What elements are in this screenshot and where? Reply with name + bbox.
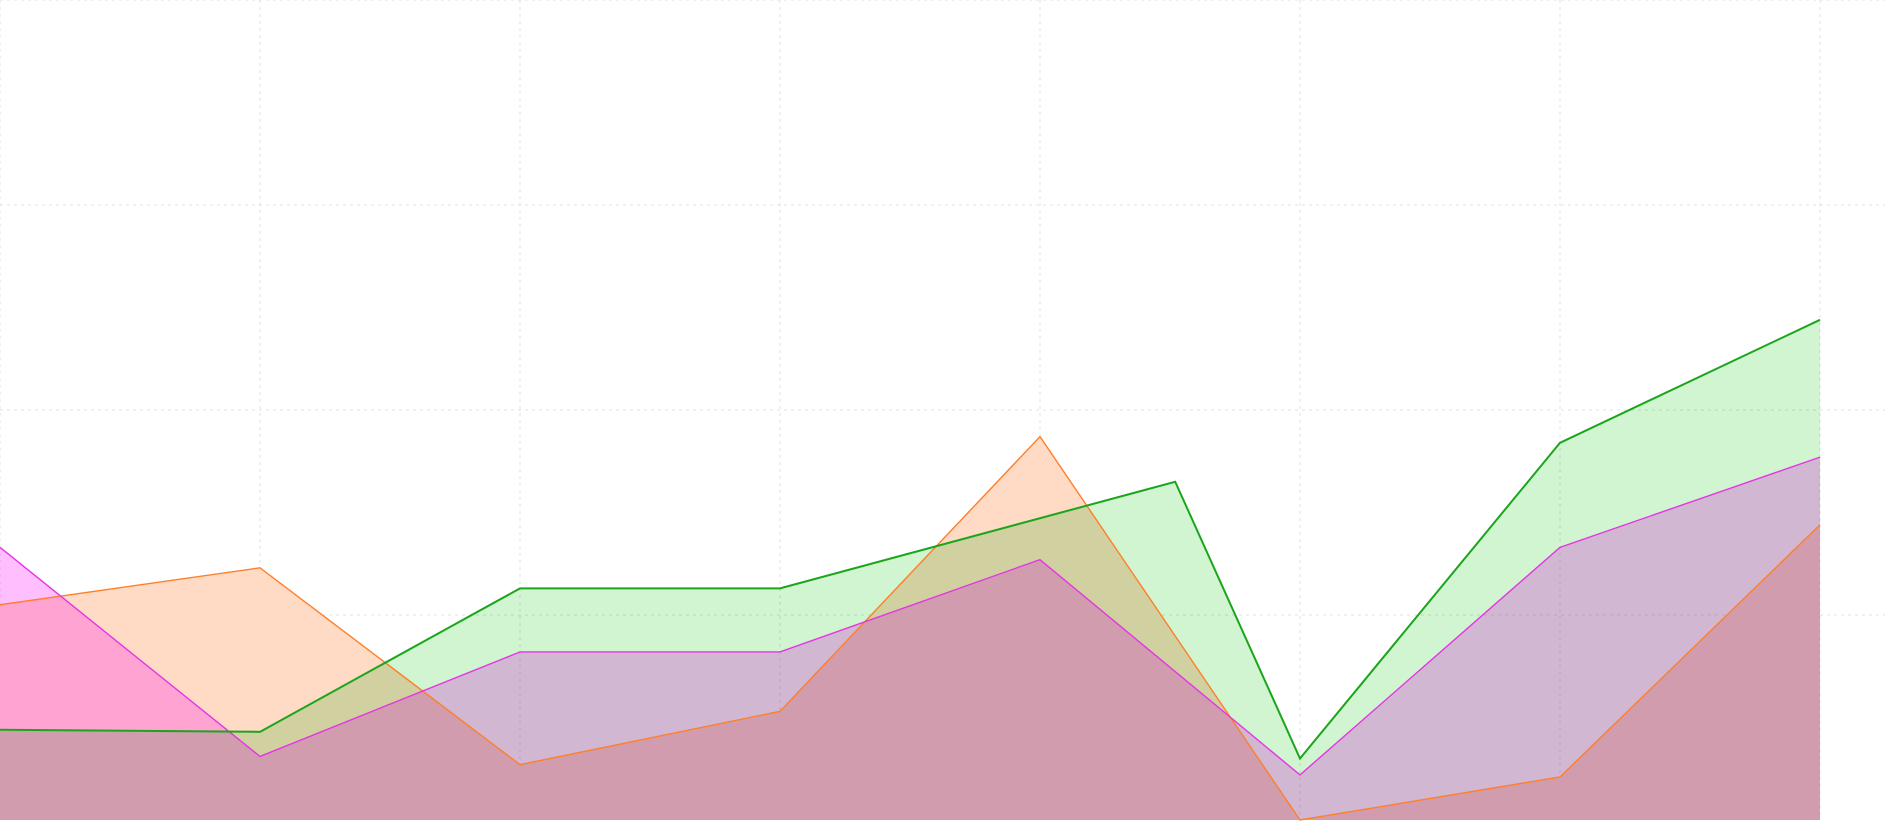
series-1-line — [0, 456, 1821, 776]
series-0-line — [0, 435, 1821, 821]
series-2-line — [0, 318, 1821, 761]
series-lines — [0, 318, 1821, 821]
series-2-area — [0, 319, 1820, 820]
series-areas — [0, 319, 1820, 820]
